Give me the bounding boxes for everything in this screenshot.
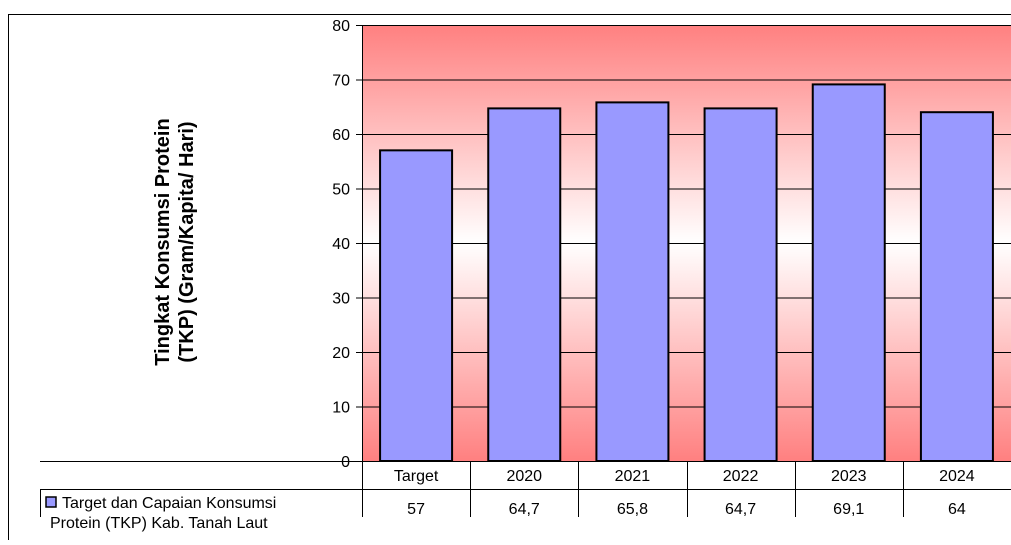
y-tick-label: 40: [332, 236, 350, 253]
y-tick-label: 20: [332, 345, 350, 362]
data-label: 65,8: [617, 501, 648, 518]
x-tick-label: 2022: [723, 468, 759, 485]
bar: [921, 112, 993, 461]
x-tick-label: 2024: [939, 468, 975, 485]
data-label: 64,7: [509, 501, 540, 518]
x-tick-label: Target: [394, 468, 439, 485]
x-tick-label: 2021: [615, 468, 651, 485]
legend-swatch: [46, 497, 56, 507]
x-tick-label: 2023: [831, 468, 867, 485]
data-table: Target 2020 2021 2022 2023 2024 57 64,7 65,8 64,7…: [40, 461, 1011, 532]
bar: [705, 108, 777, 461]
data-label: 69,1: [833, 501, 864, 518]
y-tick-label: 80: [332, 18, 350, 35]
y-tick-label: 60: [332, 127, 350, 144]
bar: [813, 84, 885, 461]
y-tick-label: 10: [332, 400, 350, 417]
y-axis-title: Tingkat Konsumsi Protein(TKP) (Gram/Kapi…: [152, 118, 198, 365]
bar: [488, 108, 560, 461]
y-tick-label: 70: [332, 73, 350, 90]
data-label: 64: [948, 501, 966, 518]
y-tick-label: 0: [341, 454, 350, 471]
bar: [380, 150, 452, 461]
x-tick-label: 2020: [506, 468, 542, 485]
y-tick-label: 30: [332, 291, 350, 308]
data-label: 64,7: [725, 501, 756, 518]
bar: [596, 102, 668, 461]
y-tick-label: 50: [332, 182, 350, 199]
y-axis: 0 10 20 30 40 50 60 70 80: [332, 18, 362, 471]
data-label: 57: [407, 501, 425, 518]
